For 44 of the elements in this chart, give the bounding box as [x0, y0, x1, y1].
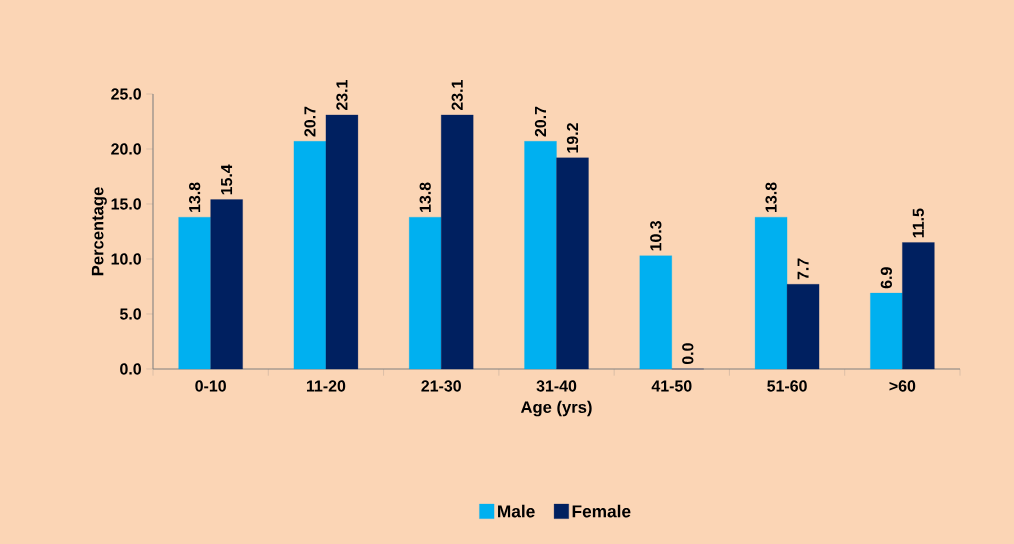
data-label: 15.4	[221, 164, 233, 195]
bar	[524, 141, 557, 370]
legend-label: Male	[498, 504, 535, 518]
bar	[293, 141, 327, 370]
x-tick-label: 41-50	[651, 380, 692, 392]
y-tick-label: 0.0	[120, 363, 141, 375]
data-label: 13.8	[765, 182, 777, 212]
bar	[178, 217, 211, 370]
bar	[210, 199, 243, 370]
data-label: 20.7	[534, 106, 547, 137]
data-label: 19.2	[566, 123, 579, 153]
bar	[441, 114, 474, 370]
legend-label: Female	[572, 504, 631, 518]
x-tick-label: 11-20	[306, 380, 346, 392]
x-tick-label: >60	[889, 380, 916, 392]
bar	[902, 242, 935, 370]
y-tick-label: 15.0	[111, 198, 141, 210]
bar	[409, 217, 442, 370]
data-label: 11.5	[912, 208, 924, 238]
x-tick-label: 0-10	[195, 380, 226, 392]
data-label: 6.9	[880, 267, 892, 289]
x-axis-title: Age (yrs)	[520, 400, 592, 417]
x-tick-label: 21-30	[421, 380, 461, 392]
data-label: 0.0	[682, 343, 694, 365]
y-tick-label: 20.0	[111, 143, 141, 155]
bar	[786, 284, 820, 370]
y-axis-title: Percentage	[91, 187, 107, 276]
bar	[556, 157, 589, 370]
data-label: 13.8	[188, 182, 201, 212]
bar	[325, 114, 359, 370]
data-label: 7.7	[797, 258, 809, 280]
data-label: 10.3	[650, 220, 662, 251]
x-tick-label: 51-60	[767, 380, 807, 392]
bar	[639, 255, 672, 370]
bar	[870, 292, 903, 370]
bar	[754, 217, 788, 370]
x-tick-label: 31-40	[536, 380, 577, 392]
y-tick-label: 10.0	[111, 253, 141, 265]
data-label: 20.7	[304, 106, 316, 137]
data-label: 23.1	[336, 80, 348, 111]
data-label: 13.8	[419, 182, 431, 212]
y-tick-label: 25.0	[111, 88, 141, 100]
y-tick-label: 5.0	[119, 308, 141, 320]
data-label: 23.1	[451, 80, 463, 111]
